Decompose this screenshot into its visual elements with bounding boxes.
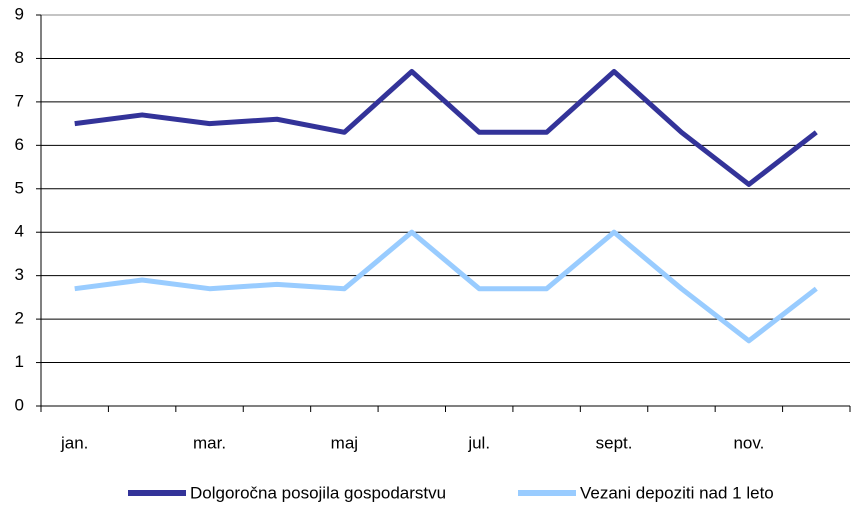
legend-label: Vezani depoziti nad 1 leto — [580, 483, 774, 502]
x-tick-label: maj — [331, 433, 358, 452]
line-series — [74, 68, 818, 187]
y-tick-label: 8 — [15, 48, 24, 67]
legend-label: Dolgoročna posojila gospodarstvu — [190, 483, 446, 502]
y-tick-label: 2 — [15, 309, 24, 328]
x-tick-label: nov. — [733, 433, 764, 452]
x-tick-label: jul. — [467, 433, 490, 452]
y-tick-label: 5 — [15, 178, 24, 197]
y-tick-label: 1 — [15, 352, 24, 371]
y-tick-label: 7 — [15, 91, 24, 110]
y-tick-label: 0 — [15, 395, 24, 414]
y-tick-label: 3 — [15, 265, 24, 284]
y-tick-label: 9 — [15, 4, 24, 23]
y-tick-label: 6 — [15, 135, 24, 154]
x-tick-label: sept. — [596, 433, 633, 452]
x-tick-label: jan. — [60, 433, 88, 452]
y-tick-label: 4 — [15, 222, 24, 241]
line-series — [74, 229, 818, 344]
x-tick-label: mar. — [193, 433, 226, 452]
